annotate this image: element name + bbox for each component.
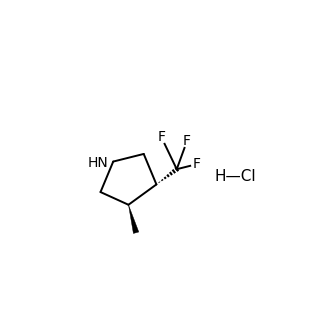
Text: F: F bbox=[157, 130, 166, 145]
Text: HN: HN bbox=[88, 156, 109, 170]
Polygon shape bbox=[128, 205, 139, 233]
Text: F: F bbox=[193, 157, 201, 171]
Text: H—Cl: H—Cl bbox=[214, 169, 256, 184]
Text: F: F bbox=[183, 134, 191, 148]
